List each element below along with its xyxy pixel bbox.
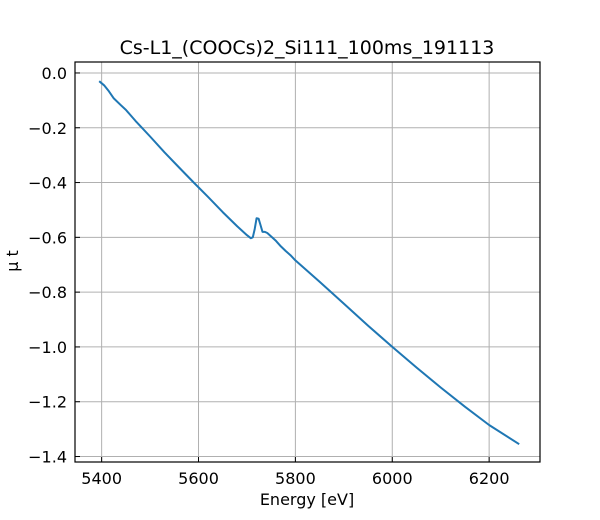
plot-frame: [74, 61, 541, 463]
y-tick-label: 0.0: [42, 64, 67, 83]
x-tick-label: 5400: [81, 469, 122, 488]
x-tick-label: 5800: [275, 469, 316, 488]
series-line: [98, 80, 520, 446]
y-tick-label: −0.8: [28, 283, 67, 302]
x-axis-label: Energy [eV]: [260, 490, 354, 509]
y-tick-label: −0.4: [28, 174, 67, 193]
x-tick-label: 5600: [178, 469, 219, 488]
y-tick-label: −1.0: [28, 338, 67, 357]
y-tick-label: −1.2: [28, 393, 67, 412]
y-tick-label: −0.2: [28, 119, 67, 138]
y-axis-label: μ t: [3, 250, 22, 272]
grid-lines: [75, 62, 540, 462]
x-tick-label: 6000: [372, 469, 413, 488]
y-tick-label: −0.6: [28, 228, 67, 247]
x-tick-label: 6200: [469, 469, 510, 488]
axis-ticks: 5400 5600 5800 6000 6200 0.0 −0.2 −0.4 −0.6 −0.8 −…: [28, 64, 509, 488]
series-group: [98, 80, 520, 446]
chart-title: Cs-L1_(COOCs)2_Si111_100ms_191113: [120, 37, 495, 59]
y-tick-label: −1.4: [28, 448, 67, 467]
